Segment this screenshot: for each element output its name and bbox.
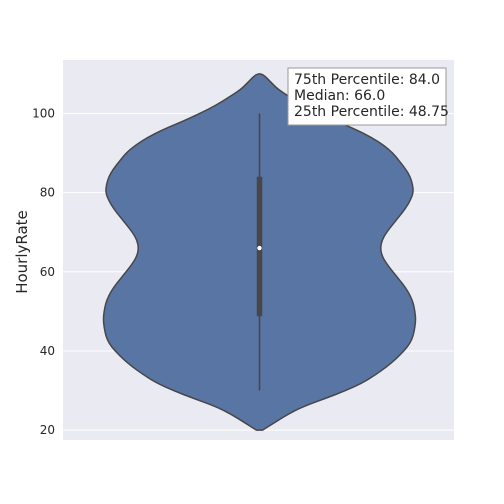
y-tick-label: 60: [40, 265, 55, 279]
y-tick-label: 20: [40, 423, 55, 437]
annotation-line: 75th Percentile: 84.0: [294, 72, 440, 88]
median-marker: [257, 245, 262, 251]
annotation-box: [287, 67, 447, 126]
y-tick-label: 100: [32, 106, 55, 120]
y-axis-label: HourlyRate: [13, 210, 31, 294]
y-tick-label: 40: [40, 344, 55, 358]
annotation-line: 25th Percentile: 48.75: [294, 104, 449, 120]
y-tick-label: 80: [40, 186, 55, 200]
violin-layer: [102, 73, 417, 431]
y-tick-labels: 20 40 60 80 100: [32, 106, 55, 437]
annotation-line: Median: 66.0: [294, 88, 385, 104]
